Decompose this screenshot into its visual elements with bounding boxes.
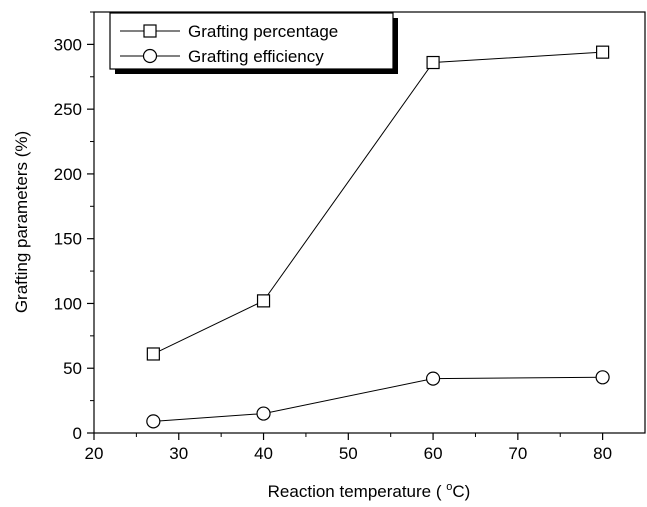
series-line-percentage <box>153 51 603 355</box>
x-axis-title: Reaction temperature ( oC) <box>268 481 471 501</box>
x-tick-label: 30 <box>169 444 188 463</box>
data-point-circle <box>146 414 161 429</box>
legend-marker-circle <box>142 48 158 64</box>
legend: Grafting percentage Grafting efficiency <box>109 12 398 74</box>
y-tick-label: 150 <box>54 230 82 249</box>
axis-ticks: 20 30 40 50 60 70 80 0 50 100 150 200 250 300 <box>54 11 612 463</box>
legend-box <box>109 12 394 70</box>
x-tick-label: 80 <box>593 444 612 463</box>
data-point-square <box>596 45 610 59</box>
x-tick-label: 20 <box>85 444 104 463</box>
y-tick-label: 0 <box>73 424 82 443</box>
data-point-square <box>256 294 271 308</box>
y-tick-label: 100 <box>54 294 82 313</box>
data-point-circle <box>256 406 271 421</box>
series-line-efficiency <box>153 376 603 422</box>
x-tick-label: 40 <box>254 444 273 463</box>
legend-marker-square <box>143 24 157 38</box>
x-tick-label: 70 <box>508 444 527 463</box>
data-point-square <box>426 55 440 70</box>
x-tick-label: 50 <box>339 444 358 463</box>
legend-label-efficiency: Grafting efficiency <box>188 47 324 66</box>
data-point-square <box>146 347 160 361</box>
plot-frame <box>93 11 646 434</box>
data-point-circle <box>425 371 441 386</box>
y-axis-title: Grafting parameters (%) <box>12 131 31 313</box>
data-point-circle <box>595 370 610 385</box>
y-tick-label: 300 <box>54 35 82 54</box>
y-tick-label: 250 <box>54 100 82 119</box>
series-layer <box>146 45 610 429</box>
x-tick-label: 60 <box>424 444 443 463</box>
legend-label-percentage: Grafting percentage <box>188 22 338 41</box>
y-tick-label: 50 <box>63 359 82 378</box>
y-tick-label: 200 <box>54 165 82 184</box>
